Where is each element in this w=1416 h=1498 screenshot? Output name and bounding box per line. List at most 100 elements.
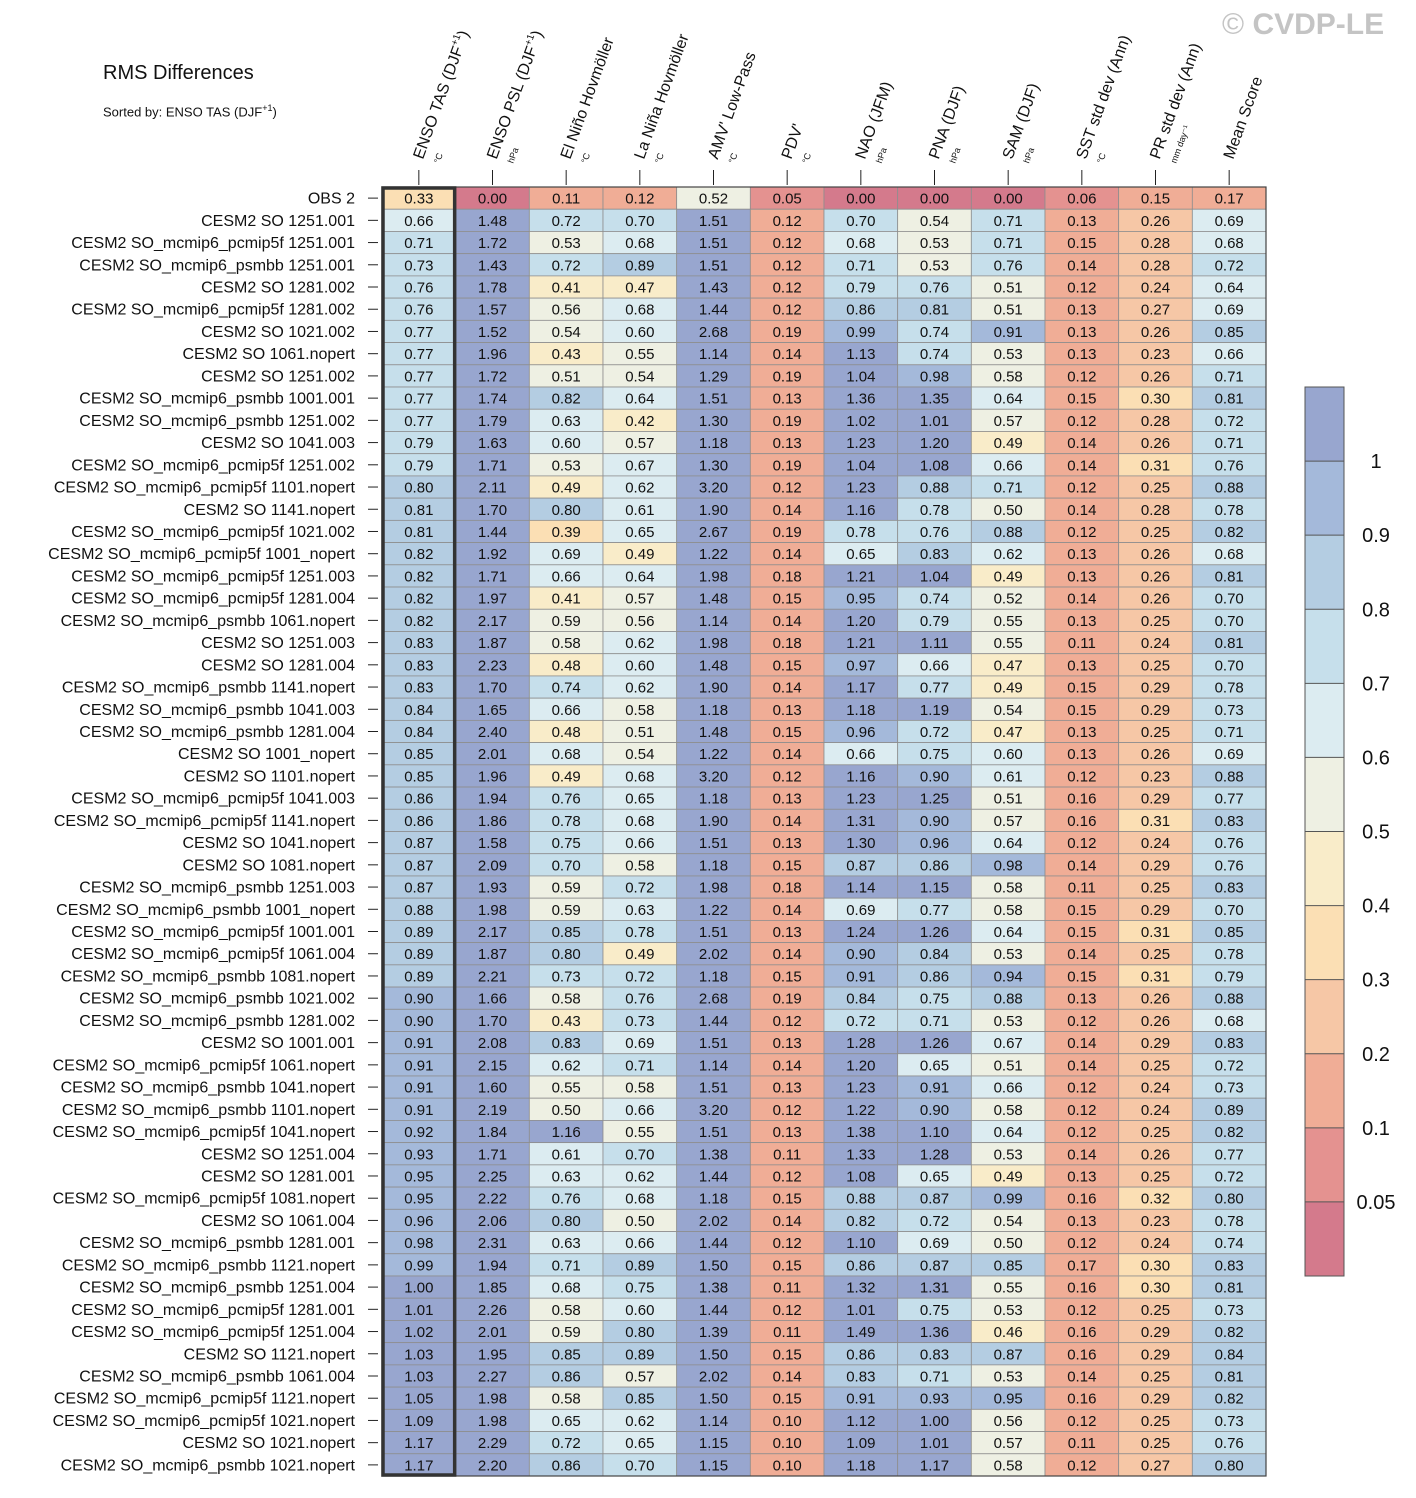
column-unit: °C [653, 151, 666, 164]
cell-value: 0.61 [625, 502, 654, 519]
cell-value: 0.66 [1215, 346, 1244, 363]
cell-value: 0.60 [552, 435, 581, 452]
cell-value: 0.76 [994, 257, 1023, 274]
cell-value: 1.39 [699, 1324, 728, 1341]
cell-value: 0.77 [920, 902, 949, 919]
cell-value: 0.68 [625, 235, 654, 252]
cell-value: 0.80 [552, 502, 581, 519]
cell-value: 0.15 [773, 968, 802, 985]
cell-value: 0.53 [552, 235, 581, 252]
cell-value: 0.53 [994, 1302, 1023, 1319]
colorbar-label: 0.7 [1362, 673, 1390, 695]
cell-value: 0.62 [625, 480, 654, 497]
cell-value: 0.73 [404, 257, 433, 274]
cell-value: 0.84 [404, 702, 433, 719]
cell-value: 0.85 [1215, 324, 1244, 341]
cell-value: 0.64 [994, 391, 1023, 408]
cell-value: 0.79 [1215, 968, 1244, 985]
cell-value: 0.12 [773, 235, 802, 252]
cell-value: 0.82 [846, 1213, 875, 1230]
cell-value: 0.88 [920, 480, 949, 497]
cell-value: 0.86 [920, 857, 949, 874]
cell-value: 0.14 [1067, 257, 1096, 274]
cell-value: 0.50 [994, 1235, 1023, 1252]
cell-value: 0.71 [404, 235, 433, 252]
cell-value: 0.71 [846, 257, 875, 274]
cell-value: 0.66 [846, 746, 875, 763]
cell-value: 0.77 [1215, 1146, 1244, 1163]
cell-value: 0.81 [1215, 1368, 1244, 1385]
cell-value: 0.70 [625, 213, 654, 230]
row-label: CESM2 SO 1281.002 [201, 280, 355, 297]
cell-value: 2.21 [478, 968, 507, 985]
cell-value: 1.36 [920, 1324, 949, 1341]
cell-value: 1.17 [920, 1457, 949, 1474]
cell-value: 0.78 [552, 813, 581, 830]
cell-value: 0.78 [1215, 502, 1244, 519]
cell-value: 0.25 [1141, 1435, 1170, 1452]
cell-value: 1.65 [478, 702, 507, 719]
cell-value: 0.51 [552, 368, 581, 385]
cell-value: 0.64 [1215, 280, 1244, 297]
cell-value: 0.70 [552, 857, 581, 874]
cell-value: 0.63 [625, 902, 654, 919]
cell-value: 1.98 [478, 1413, 507, 1430]
cell-value: 0.69 [552, 546, 581, 563]
column-label-close: ) [455, 28, 473, 39]
row-label: CESM2 SO_mcmip6_psmbb 1081.nopert [61, 968, 356, 985]
cell-value: 1.72 [478, 368, 507, 385]
cell-value: 0.90 [920, 1102, 949, 1119]
cell-value: 0.25 [1141, 1057, 1170, 1074]
copyright-icon: © [1222, 8, 1245, 41]
cell-value: 0.55 [552, 1080, 581, 1097]
cell-value: 0.81 [1215, 391, 1244, 408]
column-header: AMV' Low-Pass°C [705, 50, 759, 165]
cell-value: 1.23 [846, 435, 875, 452]
cell-value: 0.58 [552, 635, 581, 652]
colorbar-swatch [1305, 1201, 1344, 1276]
cell-value: 0.77 [1215, 791, 1244, 808]
cell-value: 1.28 [846, 1035, 875, 1052]
cell-value: 0.24 [1141, 835, 1170, 852]
cell-value: 1.20 [846, 1057, 875, 1074]
cell-value: 0.12 [1067, 1457, 1096, 1474]
cell-value: 0.82 [1215, 1391, 1244, 1408]
cell-value: 0.05 [773, 191, 802, 208]
cell-value: 1.44 [478, 524, 507, 541]
cell-value: 0.55 [625, 1124, 654, 1141]
cell-value: 0.58 [552, 1302, 581, 1319]
cell-value: 0.16 [1067, 791, 1096, 808]
column-label: El Niño Hovmöller [558, 35, 618, 162]
cell-value: 1.51 [699, 924, 728, 941]
cell-value: 0.82 [552, 391, 581, 408]
cell-value: 0.24 [1141, 280, 1170, 297]
cell-value: 0.61 [994, 768, 1023, 785]
colorbar-swatch [1305, 683, 1344, 758]
cell-value: 0.65 [920, 1168, 949, 1185]
cell-value: 0.39 [552, 524, 581, 541]
cell-value: 0.73 [552, 968, 581, 985]
cell-value: 0.59 [552, 902, 581, 919]
cell-value: 0.50 [994, 502, 1023, 519]
cell-value: 0.51 [994, 302, 1023, 319]
cell-value: 0.13 [1067, 302, 1096, 319]
cell-value: 0.78 [1215, 946, 1244, 963]
cell-value: 2.15 [478, 1057, 507, 1074]
cell-value: 0.14 [773, 613, 802, 630]
cell-value: 0.12 [1067, 1413, 1096, 1430]
cell-value: 0.12 [1067, 1302, 1096, 1319]
cell-value: 0.49 [625, 946, 654, 963]
cell-value: 1.02 [404, 1324, 433, 1341]
cell-value: 2.67 [699, 524, 728, 541]
column-unit: hPa [506, 146, 521, 164]
cell-value: 0.83 [1215, 813, 1244, 830]
cell-value: 3.20 [699, 480, 728, 497]
row-label: CESM2 SO_mcmip6_pcmip5f 1281.002 [71, 302, 355, 319]
cell-value: 1.23 [846, 791, 875, 808]
cell-value: 0.18 [773, 635, 802, 652]
cell-value: 0.12 [773, 1302, 802, 1319]
cell-value: 0.68 [1215, 235, 1244, 252]
column-header: PNA (DJF)hPa [926, 84, 968, 165]
cell-value: 1.16 [552, 1124, 581, 1141]
cell-value: 0.76 [1215, 857, 1244, 874]
